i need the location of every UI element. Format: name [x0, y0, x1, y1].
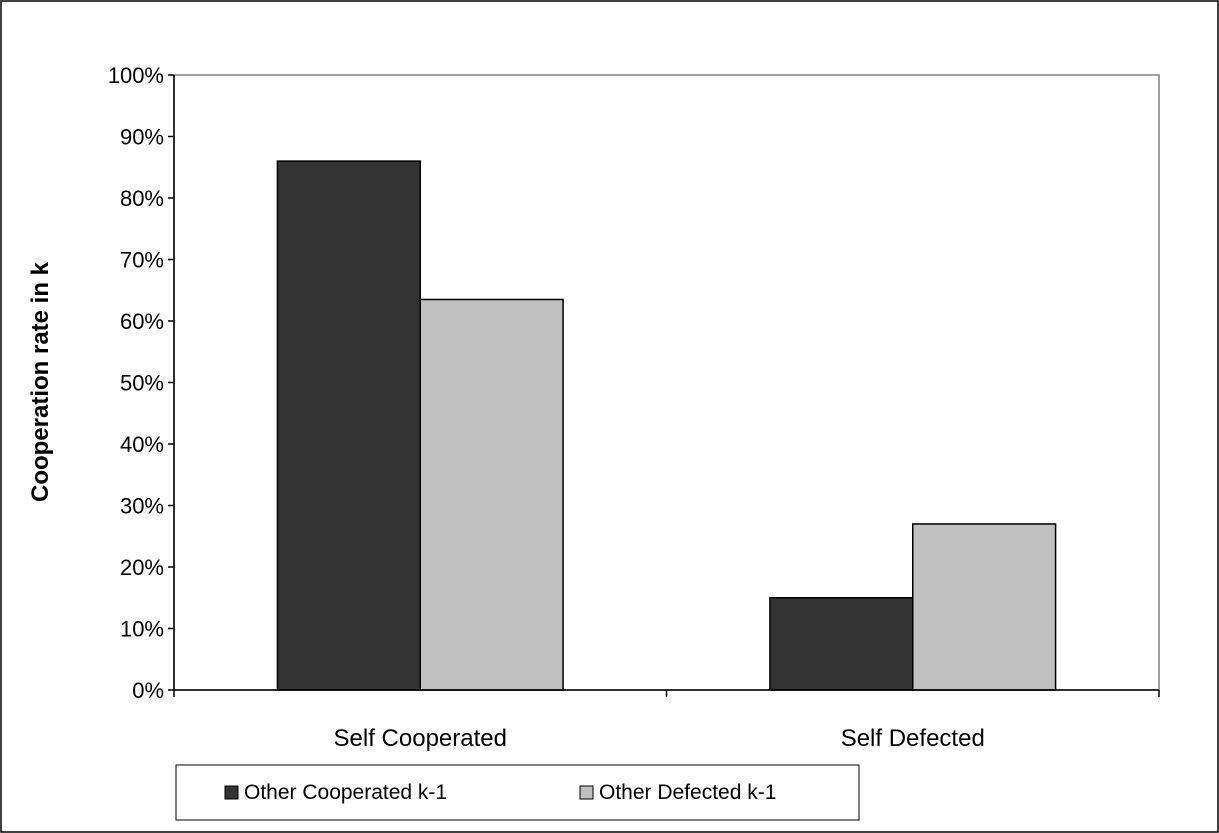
bar: [769, 597, 914, 691]
y-axis-title: Cooperation rate in k: [27, 261, 54, 502]
y-tick-label: 10%: [120, 617, 164, 642]
x-axis: Self Cooperated Self Defected: [173, 689, 1160, 752]
x-category-label: Self Defected: [841, 725, 985, 752]
legend-box: [175, 764, 860, 821]
legend-swatch: [224, 785, 239, 800]
legend: Other Cooperated k-1 Other Defected k-1: [175, 764, 860, 821]
y-tick-label: 0%: [132, 678, 164, 703]
legend-label: Other Cooperated k-1: [244, 781, 447, 804]
y-tick-label: 40%: [120, 432, 164, 457]
y-tick-label: 30%: [120, 494, 164, 519]
bar: [276, 160, 421, 691]
y-tick-label: 90%: [120, 125, 164, 150]
bar: [912, 523, 1057, 691]
y-tick-label: 60%: [120, 309, 164, 334]
y-tick-label: 80%: [120, 186, 164, 211]
y-tick-label: 20%: [120, 555, 164, 580]
bar: [419, 298, 564, 691]
y-tick-label: 70%: [120, 248, 164, 273]
y-axis: 0% 10% 20% 30% 40% 50% 60% 70% 80% 90% 100%: [108, 63, 175, 703]
y-tick-label: 50%: [120, 371, 164, 396]
x-category-label: Self Cooperated: [334, 725, 507, 752]
legend-label: Other Defected k-1: [599, 781, 776, 804]
bars: [276, 160, 1057, 691]
y-tick-label: 100%: [108, 63, 164, 88]
legend-swatch: [579, 785, 594, 800]
